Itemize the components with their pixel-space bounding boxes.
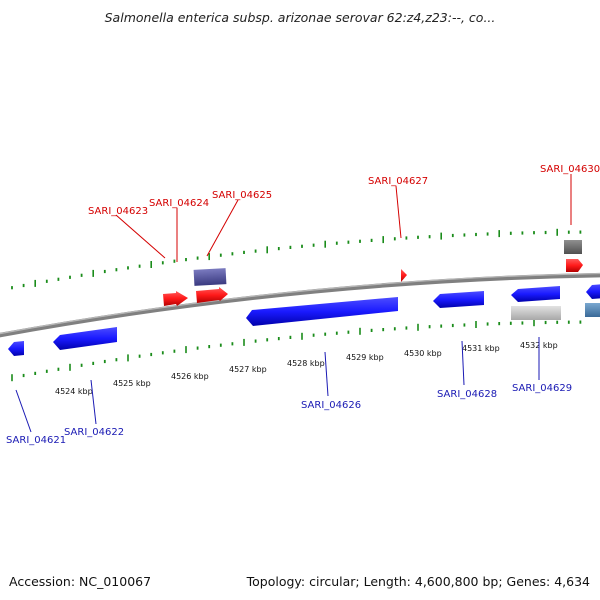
genome-summary: Topology: circular; Length: 4,600,800 bp… xyxy=(246,574,590,589)
gene-feature[interactable] xyxy=(564,240,582,254)
gene-feature[interactable] xyxy=(566,259,583,272)
gene-label[interactable]: SARI_04626 xyxy=(301,400,361,411)
gene-label[interactable]: SARI_04628 xyxy=(437,389,497,400)
gene-label[interactable]: SARI_04623 xyxy=(88,206,148,217)
reverse-tick-row xyxy=(11,319,582,382)
gene-feature[interactable] xyxy=(401,269,407,282)
scale-label: 4531 kbp xyxy=(462,344,500,353)
genome-backbone xyxy=(0,272,600,338)
scale-labels: 4524 kbp 4525 kbp 4526 kbp 4527 kbp 4528… xyxy=(55,341,558,396)
scale-label: 4525 kbp xyxy=(113,379,151,388)
gene-label[interactable]: SARI_04625 xyxy=(212,190,272,201)
gene-label[interactable]: SARI_04630 xyxy=(540,164,600,175)
gene-feature[interactable] xyxy=(585,303,600,317)
gene-feature[interactable] xyxy=(246,297,398,326)
gene-label[interactable]: SARI_04621 xyxy=(6,435,66,446)
reverse-gene-track xyxy=(8,284,600,356)
gene-label[interactable]: SARI_04622 xyxy=(64,427,124,438)
forward-tick-row xyxy=(11,228,582,290)
gene-feature[interactable] xyxy=(193,268,227,286)
gene-feature[interactable] xyxy=(196,287,228,303)
gene-feature[interactable] xyxy=(163,291,188,306)
forward-gene-track xyxy=(163,240,583,306)
scale-label: 4530 kbp xyxy=(404,349,442,358)
gene-feature[interactable] xyxy=(511,306,561,320)
gene-feature[interactable] xyxy=(433,291,484,308)
gene-feature[interactable] xyxy=(511,286,560,302)
forward-gene-labels: SARI_04623 SARI_04624 SARI_04625 SARI_04… xyxy=(88,164,600,262)
reverse-gene-labels: SARI_04621 SARI_04622 SARI_04626 SARI_04… xyxy=(6,337,572,446)
accession-label: Accession: NC_010067 xyxy=(9,574,152,589)
gene-label[interactable]: SARI_04629 xyxy=(512,383,572,394)
scale-label: 4528 kbp xyxy=(287,359,325,368)
gene-label[interactable]: SARI_04624 xyxy=(149,198,209,209)
scale-label: 4529 kbp xyxy=(346,353,384,362)
scale-label: 4526 kbp xyxy=(171,372,209,381)
gene-feature[interactable] xyxy=(53,327,117,350)
gene-label[interactable]: SARI_04627 xyxy=(368,176,428,187)
scale-label: 4524 kbp xyxy=(55,387,93,396)
gene-feature[interactable] xyxy=(586,284,600,299)
scale-label: 4527 kbp xyxy=(229,365,267,374)
genome-title: Salmonella enterica subsp. arizonae sero… xyxy=(104,10,496,25)
gene-feature[interactable] xyxy=(8,341,24,356)
